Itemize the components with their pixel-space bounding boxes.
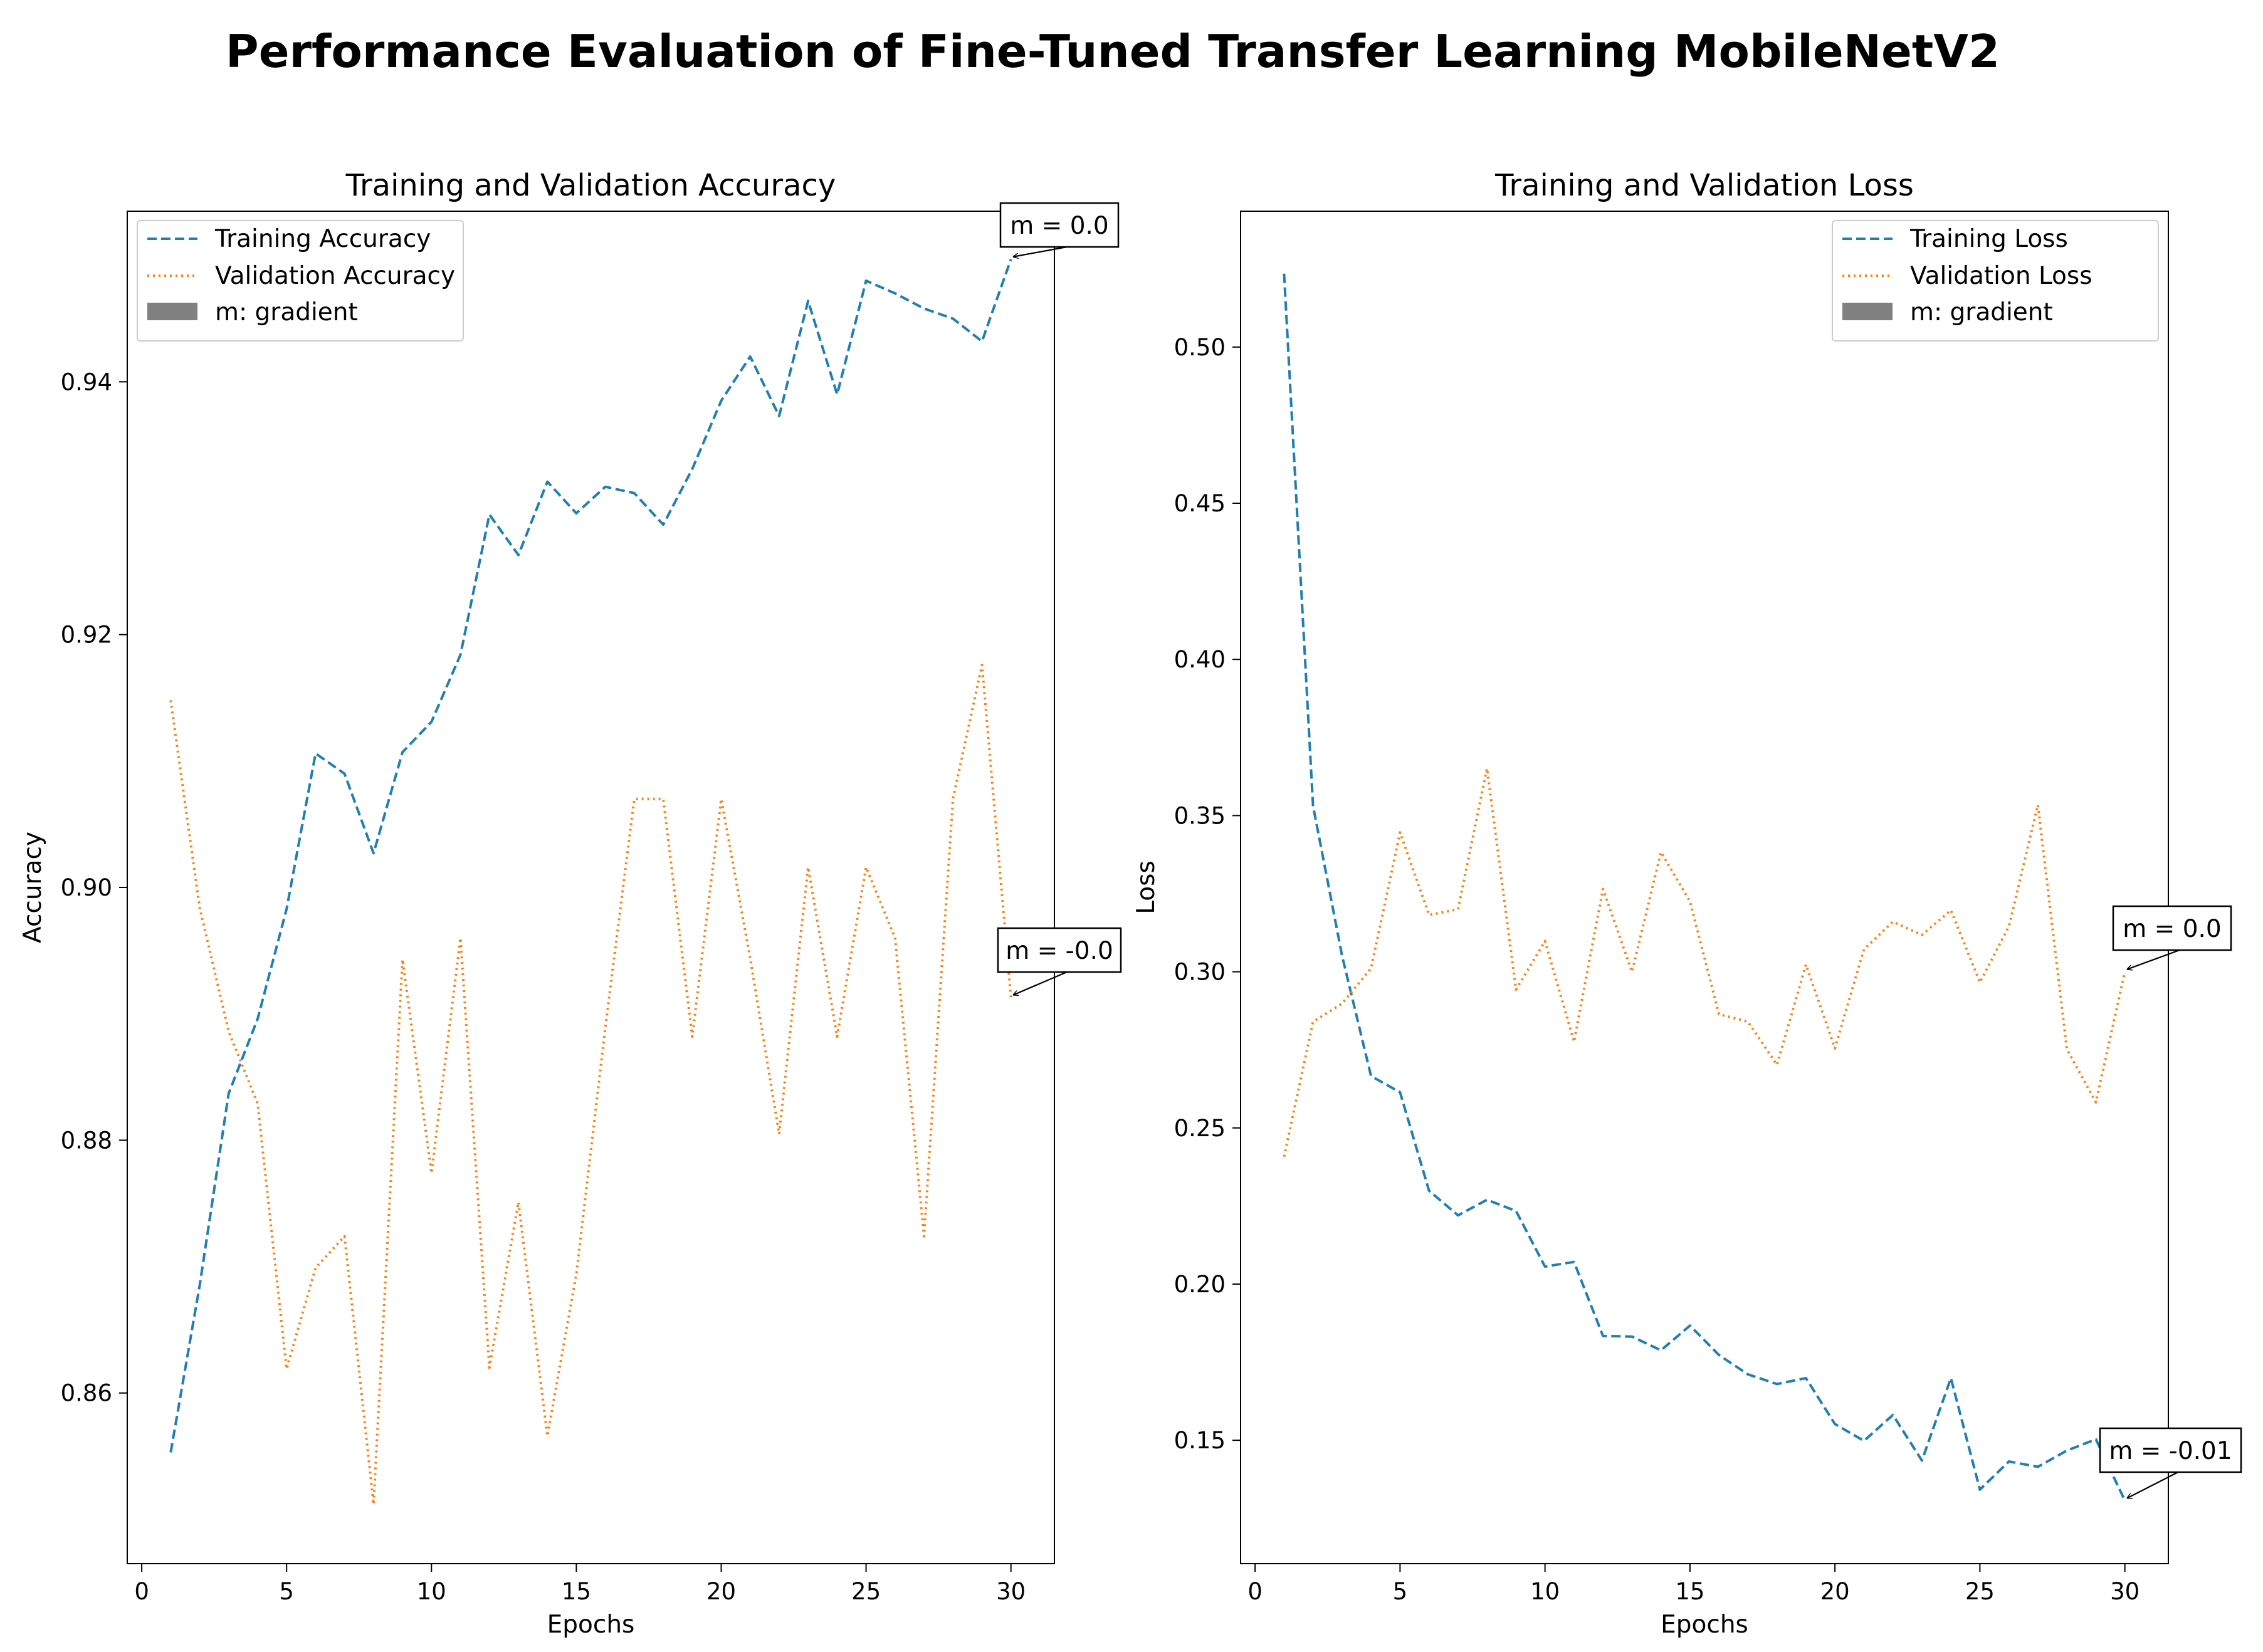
x-tick-label: 30 [996, 1578, 1026, 1605]
annotation-arrow [2128, 949, 2180, 970]
legend: Training Accuracy Validation Accuracy m: g… [137, 220, 464, 342]
validation-series-line [169, 664, 1012, 1506]
y-tick-label: 0.50 [1174, 334, 1226, 361]
legend-gradient-swatch [147, 303, 197, 320]
slope-annotation: m = 0.0 [2112, 905, 2232, 970]
x-tick-label: 20 [706, 1578, 736, 1605]
annotation-box [999, 202, 1120, 248]
x-tick-label: 10 [417, 1578, 446, 1605]
loss-chart: Training and Validation Loss Epochs Loss 0 5… [1132, 168, 2242, 1639]
annotation-arrow [2128, 1472, 2179, 1498]
y-tick-label: 0.86 [61, 1380, 112, 1407]
slope-annotation: m = -0.0 [997, 927, 1122, 995]
y-tick-label: 0.15 [1174, 1427, 1226, 1454]
legend-entry-label: Training Loss [1909, 225, 2068, 253]
x-tick-label: 30 [2110, 1578, 2140, 1605]
x-tick-label: 0 [1247, 1578, 1263, 1605]
annotation-text: m = -0.01 [2109, 1437, 2232, 1465]
validation-series-line [1283, 767, 2126, 1158]
y-axis-label: Accuracy [19, 832, 47, 943]
plot-frame [127, 211, 1055, 1564]
figure-suptitle: Performance Evaluation of Fine-Tuned Tra… [226, 25, 2000, 78]
annotation-arrow [1014, 246, 1068, 257]
x-tick-label: 15 [1675, 1578, 1704, 1605]
legend: Training Loss Validation Loss m: gradient [1832, 220, 2159, 342]
plot-frame [1240, 211, 2169, 1564]
x-tick-label: 25 [851, 1578, 881, 1605]
x-tick-label: 0 [134, 1578, 149, 1605]
y-tick-label: 0.88 [61, 1127, 112, 1154]
legend-entry-label: m: gradient [215, 298, 358, 327]
y-tick-label: 0.20 [1174, 1271, 1226, 1298]
legend-entry-label: Validation Loss [1910, 262, 2092, 290]
x-tick-label: 20 [1820, 1578, 1850, 1605]
training-series-line [1283, 273, 2126, 1502]
annotation-text: m = -0.0 [1005, 937, 1113, 965]
chart-title: Training and Validation Loss [1494, 168, 1914, 203]
slope-annotation: m = -0.01 [2099, 1427, 2242, 1498]
y-tick-label: 0.40 [1174, 646, 1226, 673]
x-tick-label: 15 [562, 1578, 591, 1605]
annotation-box [997, 927, 1122, 973]
y-tick-label: 0.35 [1174, 802, 1226, 829]
annotation-text: m = 0.0 [2123, 915, 2222, 943]
training-series-line [169, 258, 1012, 1453]
annotation-box [2112, 905, 2232, 951]
legend-frame [1832, 220, 2159, 342]
y-tick-label: 0.45 [1174, 490, 1226, 517]
x-axis-label: Epochs [1661, 1611, 1748, 1639]
x-tick-label: 5 [279, 1578, 294, 1605]
annotation-arrow [1014, 971, 1068, 995]
legend-entry-label: Training Accuracy [214, 225, 431, 253]
y-axis-label: Loss [1132, 860, 1160, 914]
x-tick-label: 5 [1393, 1578, 1408, 1605]
chart-title: Training and Validation Accuracy [345, 168, 836, 203]
accuracy-chart: Training and Validation Accuracy Epochs Ac… [19, 168, 1122, 1639]
y-tick-label: 0.90 [61, 874, 112, 901]
annotation-text: m = 0.0 [1010, 212, 1109, 240]
y-tick-label: 0.25 [1174, 1115, 1226, 1142]
y-tick-label: 0.92 [61, 622, 112, 649]
legend-gradient-swatch [1842, 303, 1893, 320]
legend-entry-label: m: gradient [1910, 298, 2053, 327]
slope-annotation: m = 0.0 [999, 202, 1120, 257]
x-axis-label: Epochs [547, 1611, 635, 1639]
y-tick-label: 0.94 [61, 369, 112, 395]
legend-frame [137, 220, 464, 342]
annotation-box [2099, 1427, 2242, 1473]
x-tick-label: 25 [1965, 1578, 1995, 1605]
x-tick-label: 10 [1530, 1578, 1560, 1605]
y-tick-label: 0.30 [1174, 959, 1226, 986]
legend-entry-label: Validation Accuracy [215, 262, 455, 290]
